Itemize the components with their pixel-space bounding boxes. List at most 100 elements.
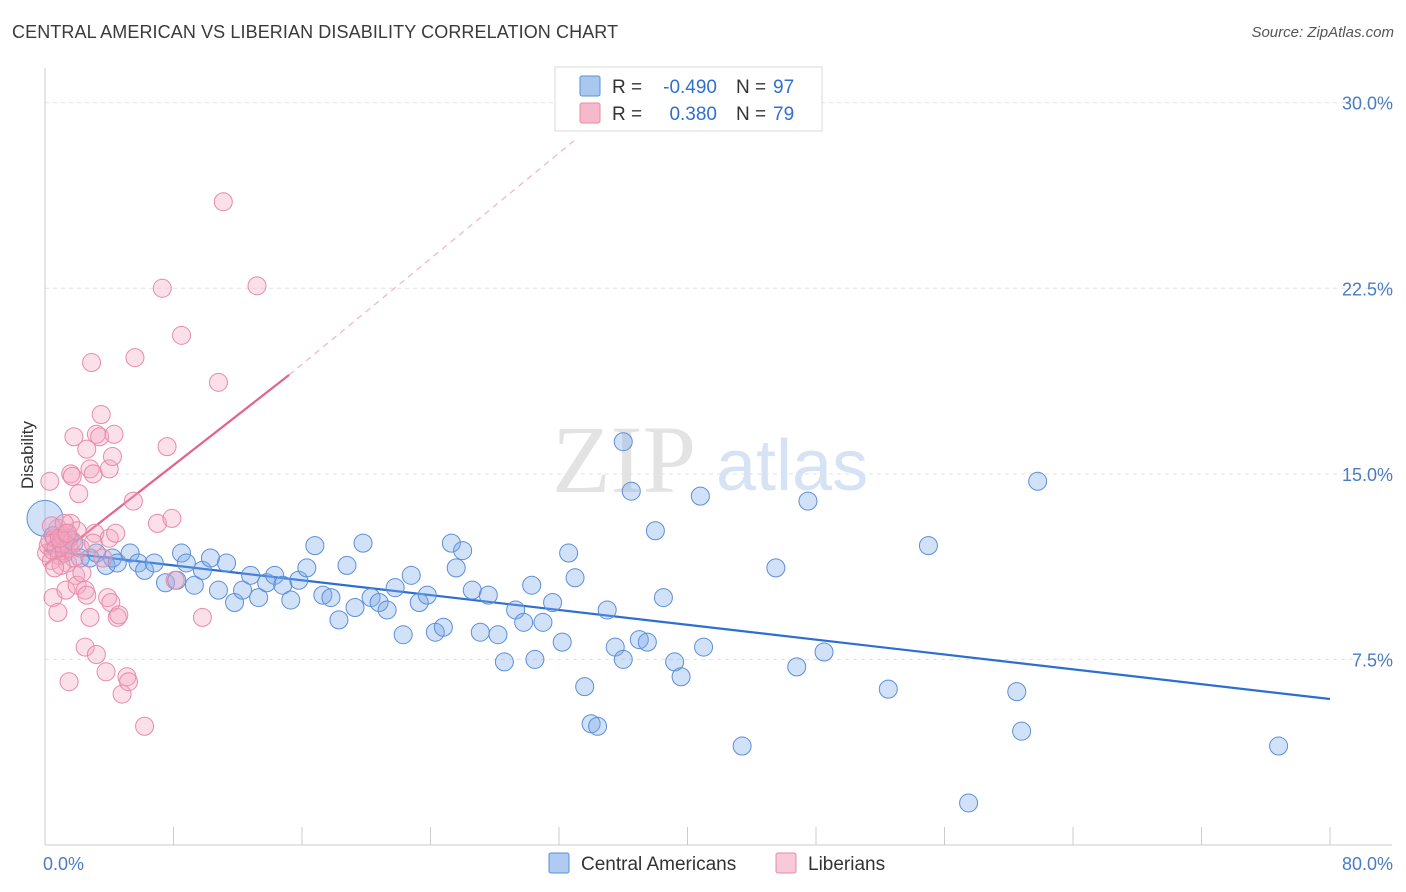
point xyxy=(470,622,490,642)
point xyxy=(83,533,103,553)
point xyxy=(694,637,714,657)
point xyxy=(120,543,140,563)
point xyxy=(313,585,333,605)
point xyxy=(297,558,317,578)
point xyxy=(613,432,633,452)
point xyxy=(106,523,126,543)
point xyxy=(369,593,389,613)
legend-r-value-1: 0.380 xyxy=(669,104,717,125)
point xyxy=(56,580,76,600)
legend-swatch-1 xyxy=(579,102,601,124)
bottom-legend-swatch-0 xyxy=(548,852,570,874)
point xyxy=(959,793,979,813)
point xyxy=(621,481,641,501)
legend-n-label-1: N = xyxy=(736,104,766,125)
point xyxy=(62,466,82,486)
legend: R = -0.490 N = 97 R = 0.380 N = 79 xyxy=(554,66,823,132)
point xyxy=(337,555,357,575)
point xyxy=(249,588,269,608)
watermark-atlas: atlas xyxy=(716,426,868,506)
grid-lines xyxy=(45,102,1392,660)
y-axis-label: Disability xyxy=(18,420,37,489)
point xyxy=(90,427,110,447)
point xyxy=(1269,736,1289,756)
point xyxy=(82,353,102,373)
point xyxy=(144,553,164,573)
x-tick-label-1: 80.0% xyxy=(1342,854,1393,874)
point xyxy=(525,649,545,669)
legend-r-label-1: R = xyxy=(612,104,642,125)
point xyxy=(48,602,68,622)
point xyxy=(559,543,579,563)
point xyxy=(575,677,595,697)
point xyxy=(77,585,97,605)
point xyxy=(157,437,177,457)
point xyxy=(57,523,77,543)
point xyxy=(208,372,228,392)
point xyxy=(112,684,132,704)
point xyxy=(597,600,617,620)
point xyxy=(109,605,129,625)
point xyxy=(43,541,63,561)
y-tick-label-2: 22.5% xyxy=(1342,279,1393,299)
point xyxy=(135,716,155,736)
point xyxy=(353,533,373,553)
point xyxy=(1007,682,1027,702)
point xyxy=(135,560,155,580)
point xyxy=(478,585,498,605)
point xyxy=(446,558,466,578)
point xyxy=(80,607,100,627)
x-tick-label-0: 0.0% xyxy=(43,854,84,874)
point xyxy=(208,580,228,600)
data-points xyxy=(26,192,1289,813)
point xyxy=(401,565,421,585)
point xyxy=(147,513,167,533)
point xyxy=(462,580,482,600)
point xyxy=(265,565,285,585)
point xyxy=(200,548,220,568)
point xyxy=(241,565,261,585)
point xyxy=(377,600,397,620)
point xyxy=(77,439,97,459)
point xyxy=(522,575,542,595)
point xyxy=(1012,721,1032,741)
point xyxy=(494,652,514,672)
point xyxy=(671,667,691,687)
legend-n-value-1: 79 xyxy=(773,104,794,125)
x-tick-labels: 0.0% 80.0% xyxy=(43,854,1393,874)
legend-swatch-0 xyxy=(579,75,601,97)
point xyxy=(70,538,90,558)
bottom-legend-label-0: Central Americans xyxy=(581,854,736,875)
point xyxy=(247,276,267,296)
point xyxy=(102,447,122,467)
point xyxy=(613,649,633,669)
legend-r-value-0: -0.490 xyxy=(663,77,717,98)
watermark-zip: ZIP xyxy=(552,406,696,513)
trend-line-extension-1 xyxy=(288,139,576,376)
point xyxy=(176,553,196,573)
point xyxy=(83,464,103,484)
point xyxy=(417,585,437,605)
point xyxy=(85,523,105,543)
point xyxy=(59,672,79,692)
series-liberians xyxy=(37,192,267,736)
point xyxy=(69,484,89,504)
point xyxy=(690,486,710,506)
point xyxy=(40,471,60,491)
bottom-legend: Central Americans Liberians xyxy=(548,852,885,875)
point xyxy=(98,588,118,608)
point xyxy=(918,536,938,556)
point xyxy=(345,597,365,617)
point xyxy=(281,590,301,610)
point xyxy=(433,617,453,637)
point xyxy=(119,672,139,692)
point xyxy=(72,563,92,583)
legend-r-label-0: R = xyxy=(612,77,642,98)
point xyxy=(878,679,898,699)
point xyxy=(162,508,182,528)
point xyxy=(385,578,405,598)
point xyxy=(637,632,657,652)
point xyxy=(552,632,572,652)
point xyxy=(588,716,608,736)
